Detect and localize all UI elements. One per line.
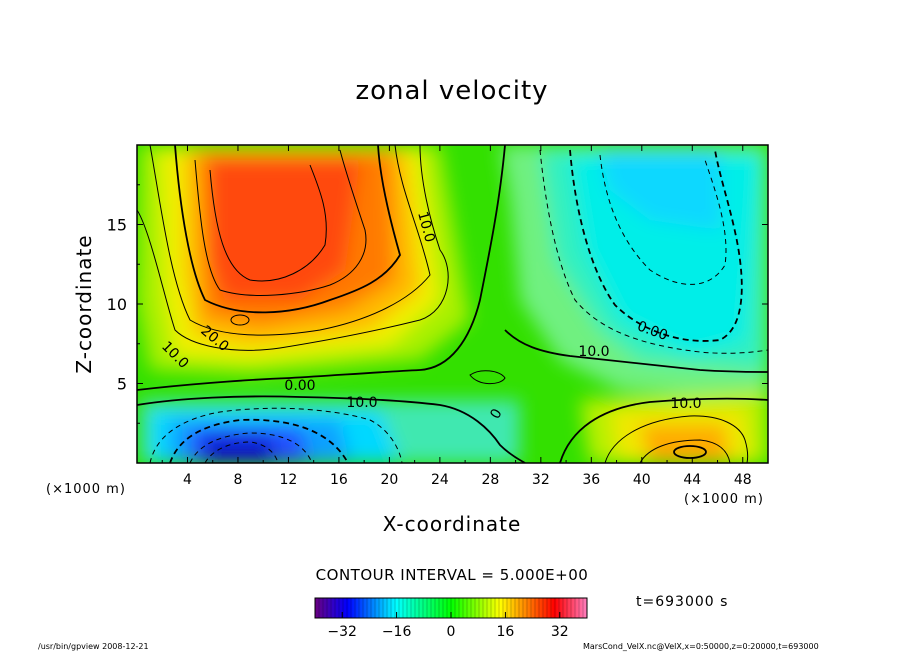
x-axis-label: X-coordinate [382,512,522,536]
x-unit-label: (×1000 m) [684,492,764,507]
x-tick-label: 12 [280,472,298,488]
footer-command: /usr/bin/gpview 2008-12-21 [38,642,149,651]
x-tick-label: 24 [431,472,449,488]
colorbar-tick-label: 16 [496,624,514,640]
colorbar-ticks: −32 −16 0 16 32 [327,612,569,640]
y-tick-label: 10 [107,295,127,314]
footer-source: MarsCond_VelX.nc@VelX,x=0:50000,z=0:2000… [583,642,819,651]
contour-label: 0.00 [284,378,315,394]
contour-label: 10.0 [414,210,438,244]
colorbar-tick-label: 0 [447,624,456,640]
time-label: t=693000 s [636,594,729,610]
x-tick-label: 8 [233,472,242,488]
x-tick-label: 4 [183,472,192,488]
y-axis-label: Z-coordinate [72,234,96,374]
contour-lines [137,145,768,463]
colorbar-stripes [318,598,584,618]
colorbar-tick-label: −16 [382,624,412,640]
z-unit-label: (×1000 m) [46,482,126,497]
x-tick-label: 16 [330,472,348,488]
contour-label: 10.0 [346,395,377,411]
x-axis-ticks: 4 8 12 16 20 24 28 32 36 40 44 48 [161,145,752,488]
y-axis-ticks: 5 10 15 [107,184,768,424]
colorbar-tick-label: 32 [551,624,569,640]
x-tick-label: 40 [633,472,651,488]
x-tick-label: 36 [582,472,600,488]
x-tick-label: 44 [683,472,701,488]
x-tick-label: 28 [481,472,499,488]
colorbar-tick-label: −32 [327,624,357,640]
contour-interval: CONTOUR INTERVAL = 5.000E+00 [315,566,589,584]
y-tick-label: 5 [117,375,127,394]
x-tick-label: 32 [532,472,550,488]
x-tick-label: 20 [380,472,398,488]
x-tick-label: 48 [734,472,752,488]
contour-label: 10.0 [578,344,609,360]
velocity-field [137,145,768,463]
chart-title: zonal velocity [355,76,549,106]
contour-label: 10.0 [670,396,701,412]
y-tick-label: 15 [107,216,127,235]
